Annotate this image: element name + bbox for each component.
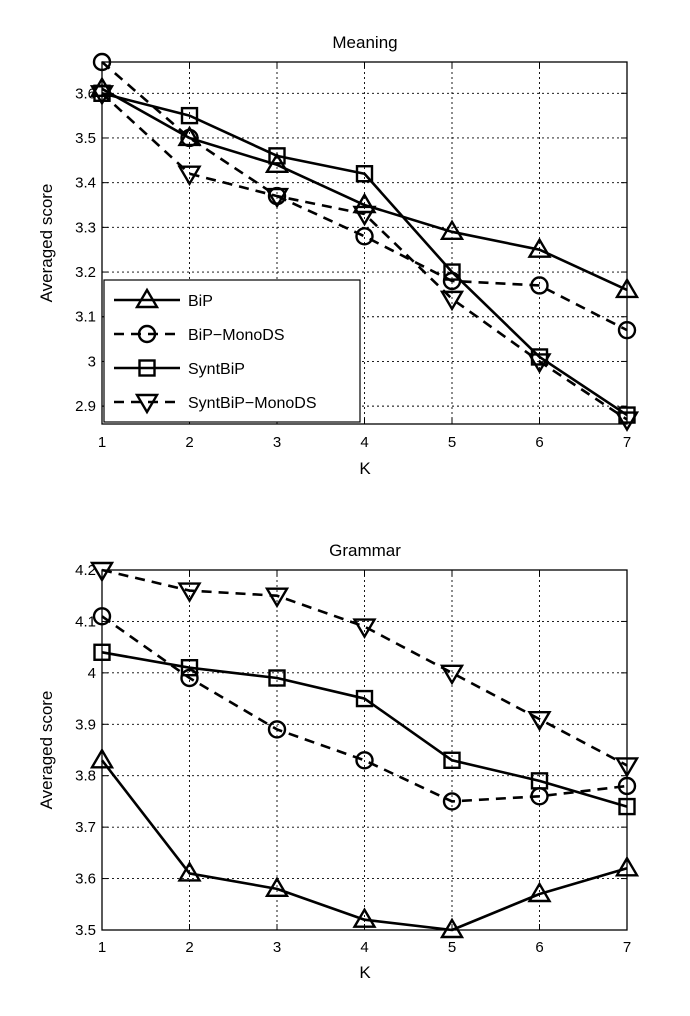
data-point-bip-monods (267, 720, 287, 739)
legend-label: BiP−MonoDS (188, 327, 285, 344)
legend-marker (137, 324, 157, 344)
x-tick-label: 7 (623, 939, 631, 956)
y-tick-label: 3.6 (75, 85, 96, 102)
legend-label: SyntBiP (188, 361, 245, 378)
x-tick-label: 6 (535, 939, 543, 956)
data-point-bip-monods (355, 227, 374, 246)
data-point-syntbip-monods (439, 664, 465, 686)
series-line-bip (100, 759, 628, 932)
y-tick-label: 2.9 (75, 398, 96, 415)
data-point-bip (439, 219, 465, 241)
data-point-syntbip (355, 165, 374, 183)
data-point-bip (352, 192, 377, 214)
x-tick-label: 1 (98, 939, 106, 956)
data-point-syntbip (268, 147, 286, 165)
x-tick-label: 2 (185, 939, 193, 956)
y-tick-label: 3 (88, 353, 96, 370)
data-point-syntbip-monods (89, 561, 115, 583)
x-tick-label: 4 (360, 434, 368, 451)
x-axis-label: K (359, 459, 371, 478)
y-ticks: 2.9 3 3.1 3.2 3.3 3.4 3.5 3.6 (75, 85, 627, 415)
data-point-bip-monods (442, 271, 462, 291)
data-point-bip-monods (180, 668, 199, 688)
y-tick-label: 3.5 (75, 130, 96, 147)
y-tick-label: 3.5 (75, 922, 96, 939)
x-tick-label: 5 (448, 434, 456, 451)
y-tick-label: 4.2 (75, 562, 96, 579)
x-ticks: 1 2 3 4 5 6 7 (98, 62, 631, 451)
x-axis-label: K (359, 963, 371, 982)
y-axis-label: Averaged score (37, 691, 56, 810)
chart-title: Meaning (332, 33, 397, 52)
legend-marker (134, 287, 160, 309)
legend: BiP BiP−MonoDS SyntBiP SyntBiP−MonoDS (103, 279, 361, 423)
data-point-syntbip-monods (177, 165, 202, 187)
y-tick-label: 4 (88, 665, 96, 682)
data-point-bip-monods (442, 792, 462, 811)
data-point-syntbip (268, 669, 286, 687)
series-line-syntbip (101, 651, 628, 808)
x-tick-label: 3 (273, 434, 281, 451)
data-point-syntbip-monods (352, 205, 377, 227)
x-tick-label: 1 (98, 434, 106, 451)
x-tick-label: 4 (360, 939, 368, 956)
x-ticks: 1 2 3 4 5 6 7 (98, 570, 631, 956)
data-point-bip-monods (180, 128, 199, 148)
y-ticks: 3.5 3.6 3.7 3.8 3.9 4 4.1 4.2 (75, 562, 627, 939)
data-point-syntbip-monods (439, 290, 465, 312)
data-point-bip-monods (530, 276, 549, 295)
y-tick-label: 3.4 (75, 175, 96, 192)
x-tick-label: 3 (273, 939, 281, 956)
data-point-bip (264, 876, 290, 898)
legend-label: BiP (188, 293, 213, 310)
chart-title: Grammar (329, 541, 401, 560)
x-tick-label: 2 (185, 434, 193, 451)
gridlines (102, 570, 627, 930)
data-point-bip (439, 917, 465, 939)
series-line-syntbip (101, 92, 628, 417)
data-point-syntbip (180, 659, 199, 677)
data-point-bip (527, 237, 552, 258)
y-tick-label: 4.1 (75, 613, 96, 630)
data-point-syntbip (443, 263, 461, 281)
y-tick-label: 3.1 (75, 309, 96, 326)
y-axis-label: Averaged score (37, 184, 56, 303)
series-line-syntbip-monods (101, 92, 628, 421)
data-point-bip (527, 881, 552, 903)
data-point-syntbip-monods (352, 618, 377, 639)
meaning-chart: Meaning 2.9 3 3.1 3.2 3.3 3.4 3.5 3.6 1 2 3 4 5 6 7 K… (37, 33, 640, 478)
y-tick-label: 3.3 (75, 219, 96, 236)
data-point-syntbip-monods (527, 710, 552, 732)
series-lines (101, 61, 628, 421)
data-point-syntbip-monods (264, 187, 290, 209)
data-point-syntbip (443, 751, 461, 769)
data-point-bip-monods (355, 751, 374, 770)
series-line-bip (101, 87, 628, 292)
y-tick-label: 3.6 (75, 871, 96, 888)
y-tick-label: 3.7 (75, 819, 96, 836)
series-markers (89, 52, 640, 432)
data-point-syntbip-monods (527, 353, 552, 374)
data-point-syntbip (180, 106, 199, 125)
data-point-bip (177, 861, 202, 882)
legend-marker (138, 359, 156, 377)
data-point-syntbip (530, 772, 549, 790)
data-point-syntbip (355, 689, 374, 708)
x-tick-label: 7 (623, 434, 631, 451)
grammar-chart: Grammar 3.5 3.6 3.7 3.8 3.9 4 4.1 4.2 1 2 3 4 5 6 7 K… (37, 541, 640, 982)
legend-label: SyntBiP−MonoDS (188, 395, 317, 412)
data-point-syntbip-monods (264, 587, 290, 609)
y-tick-label: 3.8 (75, 768, 96, 785)
legend-marker (134, 393, 160, 415)
series-lines (100, 568, 628, 932)
series-line-syntbip-monods (101, 568, 628, 767)
y-tick-label: 3.2 (75, 264, 96, 281)
x-tick-label: 5 (448, 939, 456, 956)
y-tick-label: 3.9 (75, 716, 96, 733)
series-line-bip-monods (101, 615, 628, 803)
x-tick-label: 6 (535, 434, 543, 451)
data-point-syntbip-monods (177, 582, 202, 603)
legend-box (103, 279, 361, 423)
